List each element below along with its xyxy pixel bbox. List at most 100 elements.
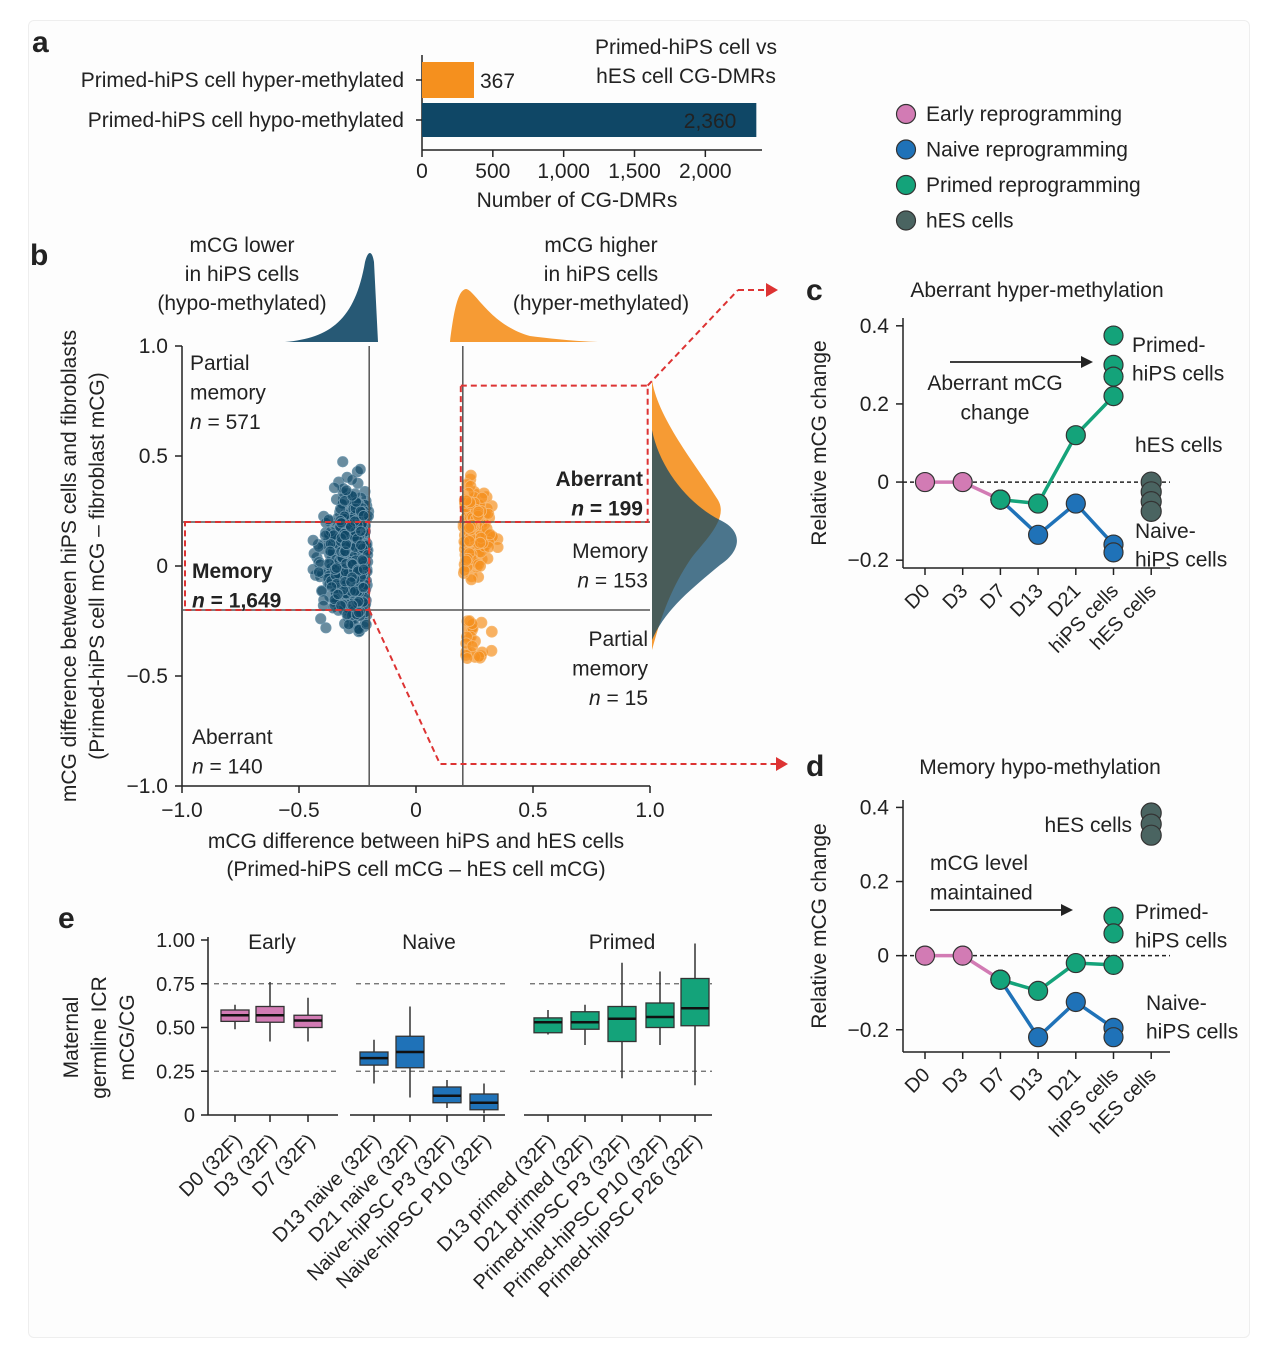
scatter-point-hypo — [307, 534, 319, 546]
bar-a-category-0: Primed-hiPS cell hyper-methylated — [81, 69, 404, 92]
scatter-point-hyper — [474, 536, 487, 549]
scatter-xlabel-2: (Primed-hiPS cell mCG – hES cell mCG) — [226, 858, 605, 881]
scatter-xtick-label-2: 0 — [410, 799, 422, 822]
density-top-hyper — [450, 289, 600, 342]
box-e-group-title-0: Early — [248, 931, 296, 954]
box-e-box-2-3 — [645, 1002, 675, 1029]
box-e-xtick-label-1-2: Naive-hiPSC P3 (32F) — [303, 1130, 458, 1285]
bar-a-xtick-label-1: 500 — [475, 160, 510, 183]
scatter-point-hypo — [320, 622, 332, 634]
scatter-ylabel-2: (Primed-hiPS cell mCG – fibroblast mCG) — [86, 372, 109, 759]
scatter-point-hyper — [463, 615, 476, 627]
quadrant-label-4-line-1: n = 153 — [577, 570, 648, 593]
bar-a-xtick-label-4: 2,000 — [679, 160, 732, 183]
scatter-point-hyper — [463, 521, 475, 534]
bar-a-xlabel: Number of CG-DMRs — [477, 189, 678, 212]
bar-a-value-1: 2,360 — [684, 110, 737, 133]
legend-marker-3 — [895, 210, 917, 231]
scatter-xtick-label-3: 0.5 — [518, 799, 547, 822]
line-c-point-2-1 — [1027, 493, 1049, 514]
line-c-ytick-label-1: 0.2 — [860, 393, 889, 416]
line-c-xtick-label-0: D0 — [901, 580, 935, 614]
scatter-ytick-label-2: 0 — [156, 555, 168, 578]
line-c-ylabel: Relative mCG change — [808, 340, 831, 545]
legend-label-2: Primed reprogramming — [926, 174, 1141, 197]
panel-letter-c: c — [806, 274, 823, 307]
line-c-series-line-1 — [999, 498, 1115, 546]
quadrant-label-0-line-2: n = 571 — [190, 411, 261, 434]
scatter-xtick-label-1: −0.5 — [278, 799, 319, 822]
quadrant-label-0-line-0: Partial — [190, 352, 250, 375]
box-e-box-2-2 — [607, 1005, 637, 1043]
line-c-point-3-3 — [1140, 500, 1162, 522]
scatter-point-hypo — [343, 618, 355, 631]
quadrant-label-3-line-0: Aberrant — [555, 468, 643, 491]
line-c-point-0-0 — [914, 471, 936, 493]
line-d-point-3-2 — [1140, 824, 1162, 846]
scatter-point-hypo — [328, 482, 341, 494]
scatter-point-hyper — [463, 535, 476, 548]
scatter-point-hypo — [322, 513, 335, 526]
line-d-point-0-0 — [914, 945, 936, 966]
quadrant-label-2-line-0: Aberrant — [192, 726, 273, 749]
scatter-xtick-label-0: −1.0 — [161, 799, 202, 822]
bar-a-0 — [422, 62, 474, 98]
scatter-point-hypo — [357, 582, 369, 594]
line-c-curve-label-1-line-0: hES cells — [1135, 434, 1223, 457]
legend-marker-0 — [895, 103, 917, 125]
line-c-ytick-label-0: 0.4 — [860, 315, 890, 338]
scatter-point-hypo — [355, 539, 367, 551]
panel-letter-b: b — [30, 239, 48, 272]
box-e-ytick-label-2: 0.50 — [156, 1018, 195, 1040]
scatter-point-hypo — [337, 456, 349, 468]
scatter-point-hypo — [313, 566, 325, 578]
box-e-ylabel-line-0: Maternal — [60, 997, 83, 1079]
line-c-point-1-1 — [1027, 524, 1049, 545]
line-d-ytick-label-3: −0.2 — [848, 1019, 889, 1042]
scatter-point-hypo — [324, 545, 336, 557]
line-d-point-2-4 — [1103, 923, 1124, 944]
scatter-series-hyper — [457, 469, 504, 665]
box-e-ytick-label-4: 0 — [184, 1105, 195, 1127]
scatter-point-hypo — [357, 510, 370, 522]
line-d-series-line-2 — [999, 961, 1114, 993]
arrowhead-to-c — [766, 283, 778, 297]
figure-frame — [28, 20, 1250, 1338]
line-c-annotation-line-0: Aberrant mCG — [927, 372, 1062, 395]
line-c-xtick-label-3: D13 — [1006, 580, 1048, 622]
density-label-1-line-2: (hyper-methylated) — [513, 292, 689, 315]
line-d-point-1-1 — [1027, 1027, 1049, 1048]
line-c-point-1-2 — [1065, 493, 1086, 514]
line-c-point-2-6 — [1103, 386, 1124, 407]
scatter-ylabel: mCG difference between hiPS cells and fi… — [58, 330, 81, 802]
quadrant-label-1-line-1: n = 1,649 — [192, 590, 281, 613]
scatter-point-hyper — [474, 560, 487, 572]
bar-a-title-line-0: Primed-hiPS cell vs — [595, 36, 777, 59]
line-d-point-2-0 — [990, 969, 1011, 990]
scatter-point-hypo — [339, 529, 351, 542]
scatter-xtick-label-4: 1.0 — [635, 799, 664, 822]
legend-label-0: Early reprogramming — [926, 103, 1122, 126]
quadrant-label-2-line-1: n = 140 — [192, 756, 263, 779]
line-c-annotation-line-1: change — [961, 402, 1030, 425]
line-d-annotation-line-1: maintained — [930, 882, 1033, 905]
box-e-ytick-label-3: 0.25 — [156, 1061, 195, 1083]
line-d-curve-label-1-line-0: Primed- — [1135, 901, 1209, 924]
bar-a-category-1: Primed-hiPS cell hypo-methylated — [88, 109, 404, 132]
memory-highlight-box — [184, 521, 371, 611]
density-top-hypo — [285, 253, 378, 342]
legend-label-3: hES cells — [926, 210, 1014, 233]
scatter-point-hyper — [473, 650, 485, 663]
box-e-group-title-2: Primed — [589, 931, 656, 954]
line-c-point-2-5 — [1103, 366, 1124, 387]
line-d-curve-label-1-line-1: hiPS cells — [1135, 930, 1227, 953]
line-c-point-0-1 — [952, 471, 973, 493]
line-d-xtick-label-0: D0 — [901, 1064, 935, 1098]
density-right-hypo — [652, 430, 737, 640]
scatter-point-hyper — [458, 564, 471, 577]
line-d-title: Memory hypo-methylation — [919, 756, 1161, 779]
scatter-point-hypo — [332, 588, 344, 600]
scatter-ytick-label-3: −0.5 — [127, 665, 168, 688]
scatter-point-hypo — [326, 581, 338, 593]
